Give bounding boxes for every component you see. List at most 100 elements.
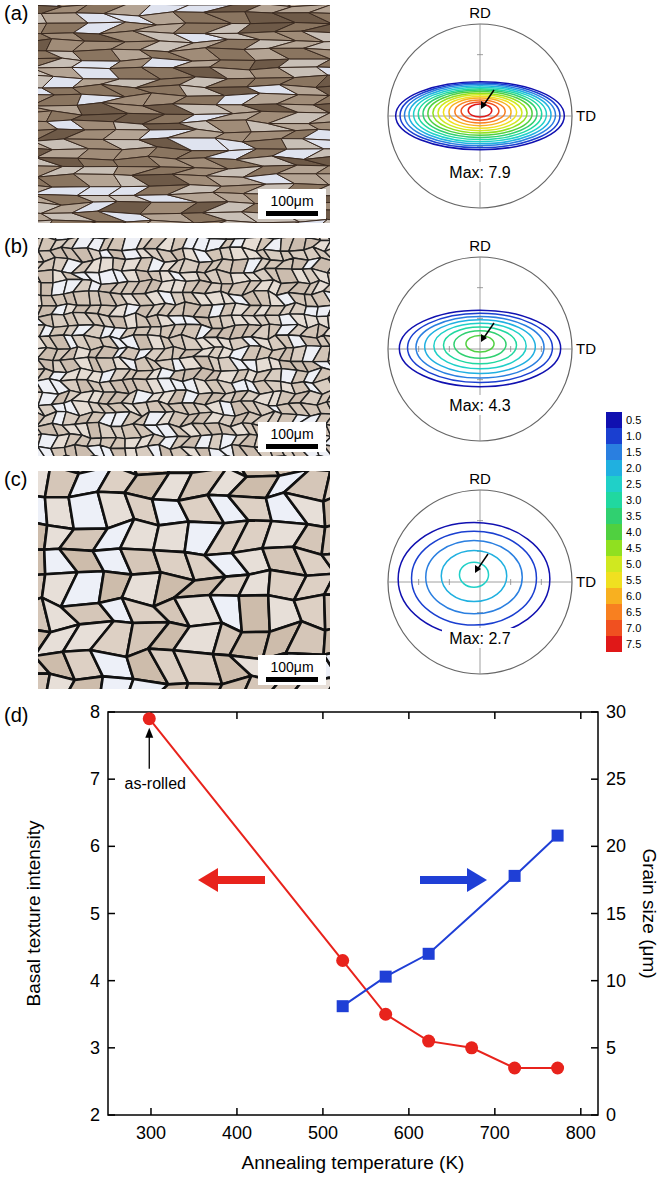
grain: [242, 139, 287, 150]
x-tick: [494, 1108, 496, 1115]
grain: [328, 305, 330, 316]
grain: [61, 571, 104, 607]
td-label: TD: [576, 340, 596, 357]
scale-bar-box: [258, 189, 326, 219]
grain: [136, 220, 194, 223]
contour: [408, 313, 553, 382]
grain: [263, 456, 284, 457]
grain: [53, 455, 67, 456]
y-axis-title: Basal texture intensity: [23, 820, 44, 1006]
color-bar-cell: [606, 444, 622, 460]
x-tick: [580, 712, 582, 719]
grain: [324, 574, 330, 595]
grain: [205, 456, 227, 457]
grain: [77, 158, 118, 166]
grain: [150, 683, 188, 689]
pole-figure-tick: [477, 520, 483, 521]
color-bar-cell: [606, 604, 622, 620]
grain: [327, 273, 330, 285]
grain: [289, 303, 306, 315]
contour: [455, 100, 505, 123]
panel-label: (a): [4, 2, 28, 24]
y2-tick: [591, 913, 598, 915]
marks: [143, 712, 564, 1074]
grain: [204, 12, 251, 24]
pole-figure-tick: [510, 579, 511, 585]
contour: [454, 331, 506, 358]
contour: [468, 104, 492, 117]
grain: [326, 424, 330, 436]
grain: [38, 270, 53, 283]
axis-arrow: [215, 876, 265, 884]
grain: [316, 85, 330, 96]
annotation-arrow: [149, 735, 150, 769]
grain: [324, 595, 330, 631]
y2-tick-label: 5: [606, 1038, 616, 1058]
pole-figure-tick: [449, 579, 450, 585]
pole-figure-tick: [477, 54, 483, 55]
color-bar-cell: [606, 492, 622, 508]
pole-figure-tick: [418, 346, 419, 352]
grain: [167, 129, 225, 138]
color-bar-cell: [606, 460, 622, 476]
series-marker: [552, 830, 564, 842]
pole-figure-tick: [541, 579, 542, 585]
grain: [309, 13, 330, 25]
panel: (b)100μmRDTDMax: 4.3: [4, 224, 596, 471]
color-bar-label: 4.5: [626, 542, 641, 554]
rd-label: RD: [469, 470, 491, 487]
grain: [327, 261, 330, 273]
series-marker: [422, 1035, 435, 1048]
contour: [399, 310, 560, 387]
contour: [425, 320, 536, 374]
y-tick: [108, 1047, 115, 1049]
scale-bar: [266, 211, 318, 216]
micrograph-ground: [38, 471, 330, 689]
grain: [323, 471, 330, 502]
x-tick: [408, 1108, 410, 1115]
grain: [45, 220, 97, 223]
grain: [313, 93, 330, 105]
x-tick-label: 600: [394, 1123, 424, 1143]
contour: [441, 550, 506, 601]
axis-arrow: [420, 876, 470, 884]
grain: [171, 456, 190, 457]
contour: [426, 540, 522, 613]
pole-figure-tick: [477, 287, 483, 288]
pole-figure-tick: [477, 318, 483, 319]
plot-frame: [108, 712, 598, 1115]
contour: [459, 562, 488, 587]
scale-bar-box: [258, 422, 326, 452]
color-bar-label: 3.0: [626, 494, 641, 506]
grain: [110, 438, 125, 449]
grain: [64, 455, 78, 456]
x-tick: [494, 712, 496, 719]
grain: [286, 621, 325, 654]
max-label-ground: [442, 162, 518, 182]
y-tick-label: 8: [90, 702, 100, 722]
max-label: Max: 4.3: [449, 397, 510, 414]
x-tick: [322, 712, 324, 719]
panel: (c)100μmRDTDMax: 2.7: [3, 439, 596, 737]
y2-tick: [591, 1114, 598, 1116]
grain: [241, 222, 300, 223]
grain: [110, 448, 126, 456]
x-tick: [322, 1108, 324, 1115]
series-line: [343, 836, 558, 1007]
color-bar-label: 2.5: [626, 478, 641, 490]
grain: [264, 380, 281, 391]
color-bar-cell: [606, 428, 622, 444]
color-bar-cell: [606, 476, 622, 492]
grain: [316, 165, 330, 174]
contour: [461, 102, 499, 120]
contour: [396, 82, 565, 150]
grain: [316, 75, 330, 87]
y2-tick-label: 30: [606, 702, 626, 722]
x-tick-label: 800: [566, 1123, 596, 1143]
contour: [443, 327, 516, 364]
grain: [51, 447, 66, 456]
grain: [183, 683, 223, 689]
y2-tick: [591, 980, 598, 982]
grain: [124, 313, 137, 329]
pole-figure-tick: [541, 346, 542, 352]
